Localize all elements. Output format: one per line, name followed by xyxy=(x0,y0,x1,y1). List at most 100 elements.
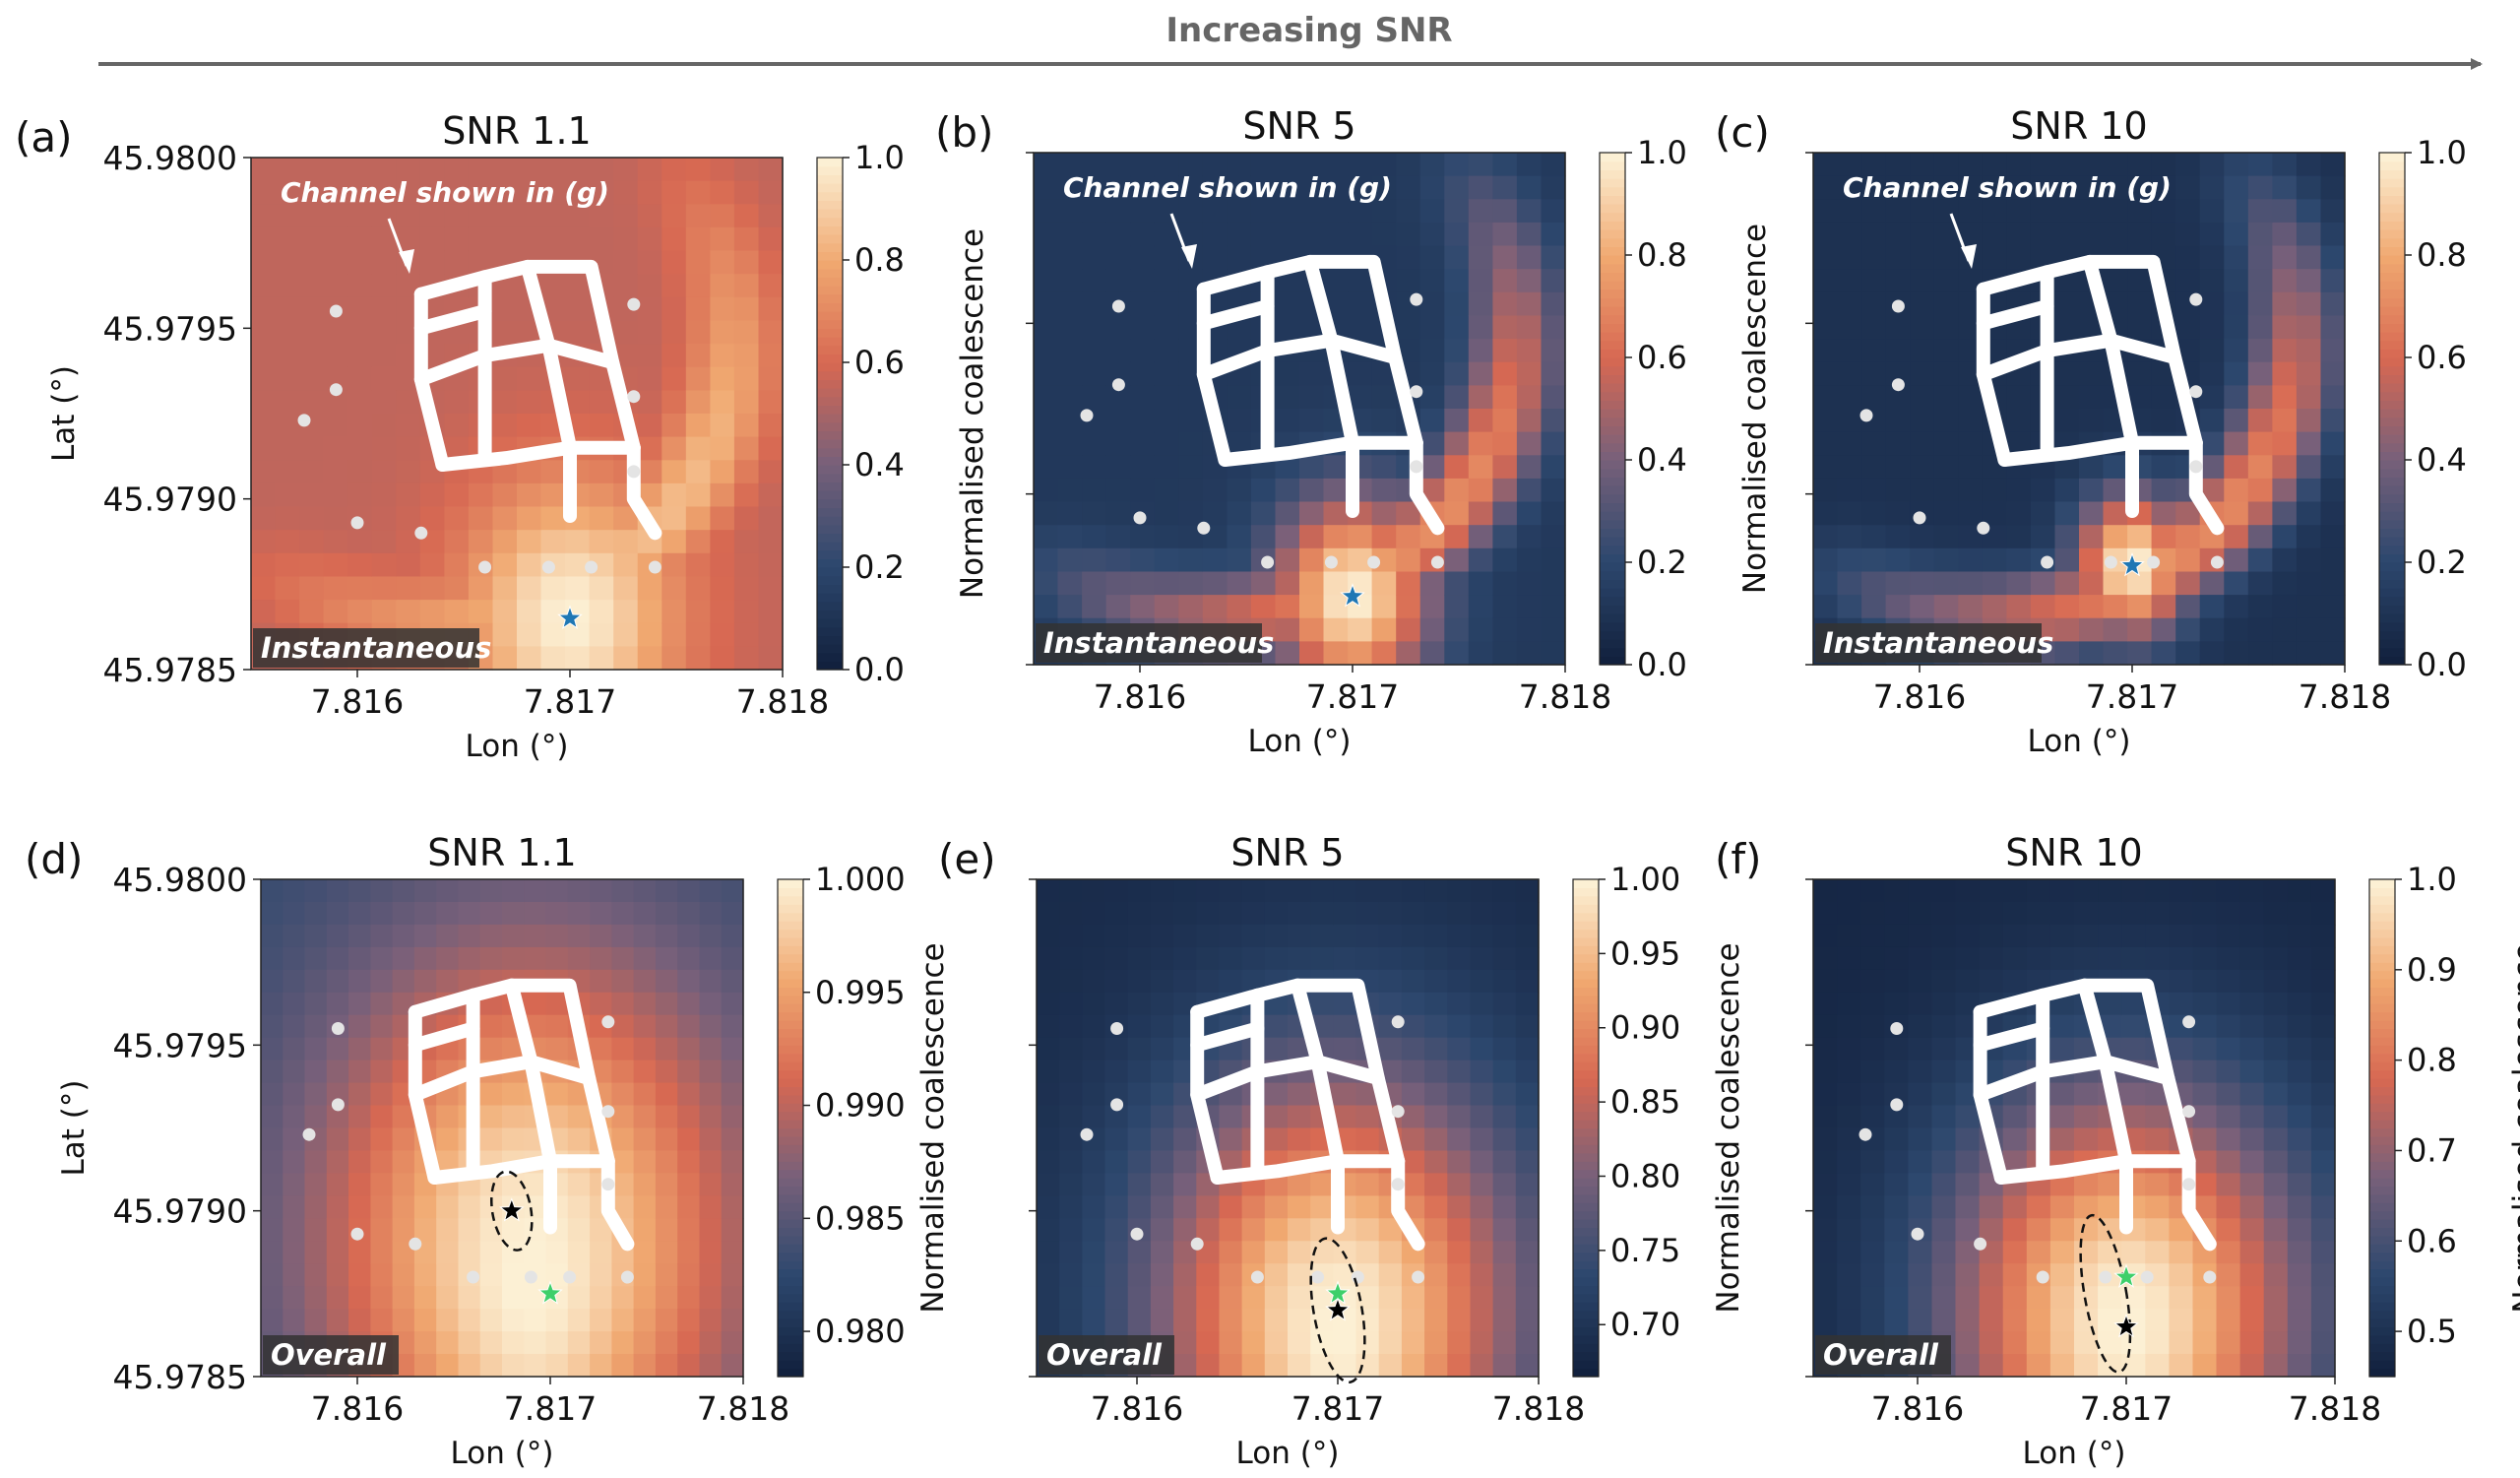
heatmap-cell xyxy=(662,226,687,252)
heatmap-cell xyxy=(1082,595,1107,619)
colorbar-segment xyxy=(817,601,843,610)
heatmap-cell xyxy=(2287,1060,2312,1084)
heatmap-cell xyxy=(565,204,591,228)
heatmap-cell xyxy=(1931,992,1957,1016)
heatmap-cell xyxy=(1884,946,1909,971)
heatmap-cell xyxy=(685,600,711,624)
heatmap-cell xyxy=(1034,339,1059,363)
heatmap-cell xyxy=(1105,315,1131,340)
heatmap-cell xyxy=(2169,1241,2194,1264)
heatmap-cell xyxy=(710,530,735,554)
colorbar-segment xyxy=(2369,1227,2395,1237)
heatmap-cell xyxy=(733,274,759,298)
heatmap-cell xyxy=(299,296,325,321)
heatmap-cell xyxy=(347,204,373,228)
heatmap-cell xyxy=(1034,199,1059,224)
heatmap-cell xyxy=(1884,1241,1909,1264)
station-dot xyxy=(585,560,598,574)
chart-title: SNR 10 xyxy=(2005,831,2142,874)
heatmap-cell xyxy=(2074,1241,2099,1264)
heatmap-cell xyxy=(733,436,759,461)
heatmap-cell xyxy=(2074,1263,2099,1287)
station-dot xyxy=(2140,1270,2154,1284)
heatmap-cell xyxy=(396,506,421,531)
colorbar-segment xyxy=(817,260,843,270)
heatmap-cell xyxy=(733,530,759,554)
heatmap-cell xyxy=(1057,269,1083,293)
chart-title: SNR 1.1 xyxy=(442,109,591,153)
heatmap-cell xyxy=(1860,992,1885,1016)
heatmap-cell xyxy=(2310,1309,2336,1332)
heatmap-cell xyxy=(347,274,373,298)
heatmap-cell xyxy=(1979,1195,2004,1219)
heatmap-cell xyxy=(2239,1286,2265,1310)
channel-segment xyxy=(413,338,620,387)
heatmap-cell xyxy=(1813,924,1838,948)
heatmap-cell xyxy=(1034,547,1059,572)
heatmap-cell xyxy=(565,180,591,205)
heatmap-cell xyxy=(1931,1286,1957,1310)
heatmap-cell xyxy=(323,204,348,228)
colorbar-segment xyxy=(2369,929,2395,938)
heatmap-cell xyxy=(2026,1354,2051,1378)
heatmap-cell xyxy=(1813,1105,1838,1129)
heatmap-cell xyxy=(347,482,373,508)
heatmap-cell xyxy=(710,366,735,391)
heatmap-cell xyxy=(2121,992,2146,1016)
colorbar-segment xyxy=(2369,1053,2395,1062)
heatmap-cell xyxy=(492,296,518,321)
heatmap-cell xyxy=(1860,1105,1885,1129)
heatmap-cell xyxy=(2216,1127,2241,1152)
heatmap-cell xyxy=(1837,1105,1861,1129)
heatmap-cell xyxy=(1057,385,1083,410)
colorbar-segment xyxy=(2369,1326,2395,1336)
heatmap-cell xyxy=(347,250,373,275)
heatmap-cell xyxy=(2026,1331,2051,1355)
colorbar-segment xyxy=(817,293,843,303)
heatmap-cell xyxy=(275,552,300,577)
heatmap-cell xyxy=(589,576,614,601)
heatmap-cell xyxy=(492,552,518,577)
heatmap-cell xyxy=(710,180,735,205)
heatmap-cell xyxy=(589,204,614,228)
heatmap-cell xyxy=(1931,1060,1957,1084)
heatmap-cell xyxy=(2145,1309,2170,1332)
heatmap-cell xyxy=(2310,1195,2336,1219)
colorbar-segment xyxy=(817,473,843,482)
colorbar-segment xyxy=(2369,1028,2395,1038)
heatmap-cell xyxy=(733,320,759,345)
colorbar-segment xyxy=(817,379,843,389)
heatmap-cell xyxy=(251,274,277,298)
heatmap-cell xyxy=(1034,501,1059,526)
heatmap-cell xyxy=(275,576,300,601)
heatmap-cell xyxy=(2169,879,2194,903)
heatmap-cell xyxy=(2098,946,2122,971)
heatmap-cell xyxy=(1082,361,1107,386)
heatmap-cell xyxy=(2169,946,2194,971)
heatmap-cell xyxy=(347,158,373,182)
heatmap-cell xyxy=(1837,1060,1861,1084)
heatmap-cell xyxy=(396,414,421,438)
heatmap-cell xyxy=(2098,879,2122,903)
heatmap-cell xyxy=(2121,1014,2146,1039)
heatmap-cell xyxy=(1813,1195,1838,1219)
heatmap-cell xyxy=(2145,1331,2170,1355)
heatmap-cell xyxy=(2263,1309,2289,1332)
heatmap-cell xyxy=(637,204,662,228)
heatmap-cell xyxy=(2310,1286,2336,1310)
heatmap-cell xyxy=(396,390,421,415)
colorbar-segment xyxy=(817,516,843,526)
heatmap-cell xyxy=(2121,1082,2146,1107)
colorbar-segment xyxy=(817,644,843,654)
colorbar-tick-label: 0.8 xyxy=(854,241,905,279)
heatmap-cell xyxy=(251,414,277,438)
colorbar-segment xyxy=(2369,1011,2395,1021)
heatmap-cell xyxy=(1034,361,1059,386)
heatmap-cell xyxy=(1057,547,1083,572)
heatmap-cell xyxy=(1837,1241,1861,1264)
heatmap-cell xyxy=(2026,902,2051,926)
heatmap-cell xyxy=(1931,879,1957,903)
y-tick-label: 45.9790 xyxy=(103,481,237,519)
heatmap-cell xyxy=(347,296,373,321)
heatmap-cell xyxy=(733,600,759,624)
